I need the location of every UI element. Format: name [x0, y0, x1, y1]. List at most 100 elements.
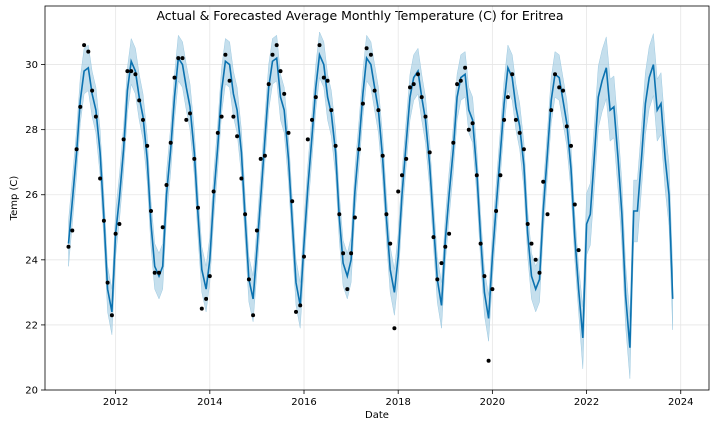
actual-point	[262, 153, 267, 158]
actual-point	[443, 244, 448, 249]
x-tick-label: 2012	[103, 397, 128, 408]
actual-point	[145, 143, 150, 148]
y-axis-label: Temp (C)	[9, 176, 20, 222]
actual-point	[435, 277, 440, 282]
actual-points	[66, 43, 581, 363]
x-axis-label: Date	[365, 410, 389, 421]
actual-point	[231, 114, 236, 119]
actual-point	[290, 199, 295, 204]
actual-point	[376, 108, 381, 113]
actual-point	[246, 277, 251, 282]
actual-point	[207, 274, 212, 279]
forecast-line	[67, 51, 674, 348]
actual-point	[447, 231, 452, 236]
actual-point	[333, 143, 338, 148]
actual-point	[113, 231, 118, 236]
actual-point	[510, 72, 515, 77]
actual-point	[258, 156, 263, 161]
actual-point	[168, 140, 173, 145]
actual-point	[463, 65, 468, 70]
actual-point	[357, 147, 362, 152]
actual-point	[576, 248, 581, 253]
x-tick-label: 2020	[480, 397, 505, 408]
actual-point	[384, 212, 389, 217]
actual-point	[219, 114, 224, 119]
actual-point	[278, 69, 283, 74]
actual-point	[137, 98, 142, 103]
actual-point	[329, 108, 334, 113]
actual-point	[416, 72, 420, 77]
actual-point	[455, 82, 460, 87]
actual-point	[270, 52, 275, 57]
actual-point	[117, 222, 122, 226]
actual-point	[98, 176, 103, 181]
actual-point	[364, 46, 369, 51]
actual-point	[243, 212, 248, 217]
actual-point	[541, 179, 546, 184]
actual-point	[254, 228, 259, 233]
actual-point	[372, 88, 377, 93]
actual-point	[223, 52, 228, 57]
y-tick-label: 20	[25, 386, 38, 397]
actual-point	[129, 69, 134, 74]
actual-point	[90, 88, 95, 93]
actual-point	[345, 287, 350, 292]
actual-point	[105, 280, 110, 285]
actual-point	[458, 78, 463, 83]
actual-point	[529, 241, 534, 246]
y-tick-label: 26	[25, 190, 38, 201]
actual-point	[286, 130, 291, 135]
actual-point	[305, 137, 310, 142]
actual-point	[321, 75, 326, 80]
actual-point	[521, 147, 526, 152]
actual-point	[325, 78, 330, 83]
actual-point	[482, 274, 487, 279]
actual-point	[352, 215, 357, 220]
actual-point	[439, 261, 444, 266]
actual-point	[400, 173, 404, 178]
actual-point	[227, 78, 232, 83]
actual-point	[341, 251, 346, 256]
actual-point	[564, 124, 569, 129]
actual-point	[266, 82, 271, 87]
actual-point	[86, 49, 91, 54]
actual-point	[302, 254, 306, 259]
actual-point	[184, 117, 189, 122]
actual-point	[172, 75, 177, 80]
actual-point	[525, 222, 530, 226]
actual-point	[478, 241, 483, 246]
actual-point	[517, 130, 522, 135]
actual-point	[545, 212, 550, 217]
actual-point	[392, 326, 397, 331]
actual-point	[349, 251, 354, 256]
actual-point	[121, 137, 126, 142]
actual-point	[537, 270, 542, 275]
y-tick-label: 22	[25, 320, 38, 331]
actual-point	[235, 134, 240, 139]
actual-point	[215, 130, 220, 135]
actual-point	[404, 156, 409, 161]
actual-point	[474, 173, 479, 178]
actual-point	[380, 153, 385, 158]
actual-point	[411, 82, 416, 87]
actual-point	[196, 205, 200, 210]
actual-point	[533, 257, 538, 262]
actual-point	[368, 52, 373, 57]
actual-point	[569, 143, 573, 148]
actual-point	[74, 147, 79, 152]
actual-point	[282, 91, 287, 96]
actual-point	[505, 95, 510, 100]
actual-point	[274, 43, 279, 48]
actual-point	[513, 117, 518, 122]
actual-point	[310, 117, 314, 122]
actual-point	[251, 313, 256, 318]
actual-point	[152, 270, 157, 275]
actual-point	[188, 111, 192, 116]
actual-point	[396, 189, 401, 194]
actual-point	[109, 313, 114, 318]
actual-point	[294, 309, 298, 314]
actual-point	[66, 244, 71, 249]
x-tick-label: 2016	[291, 397, 316, 408]
actual-point	[298, 303, 303, 308]
